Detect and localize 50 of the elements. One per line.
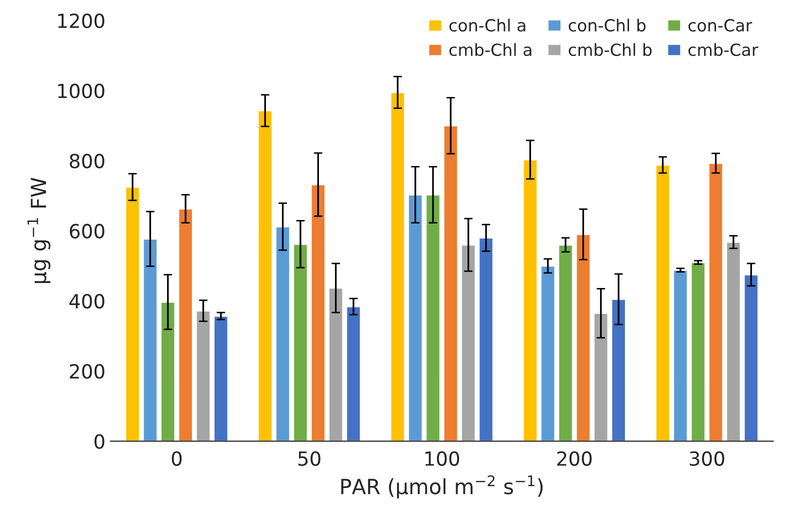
bar (346, 306, 362, 442)
x-tick-label: 50 (298, 451, 320, 466)
x-tick-label: 100 (425, 451, 460, 466)
bar (672, 269, 688, 442)
y-tick-label: 1200 (58, 13, 104, 28)
y-tick-label: 800 (70, 154, 104, 168)
y-tick-label: 400 (69, 294, 104, 309)
legend-label: con-Car (688, 18, 752, 32)
bar (522, 158, 538, 442)
legend-label: cmb-Car (688, 43, 758, 56)
x-axis-title: PAR (μmol m$^{−2}$ s$^{−1}$) (341, 475, 543, 498)
x-tick-label: 300 (690, 451, 724, 466)
bar (195, 310, 212, 442)
bar (160, 301, 176, 442)
y-tick-label: 200 (70, 364, 104, 379)
bar (124, 186, 140, 442)
bar (610, 298, 626, 442)
bar (558, 244, 574, 442)
bar (328, 287, 344, 442)
bar (408, 194, 424, 442)
bar (275, 226, 291, 442)
bar (540, 265, 556, 442)
legend-label: cmb-Chl b (568, 43, 652, 56)
bar (425, 194, 441, 442)
legend-label: con-Chl a (449, 18, 526, 32)
x-tick-label: 200 (557, 451, 592, 466)
bar (142, 238, 158, 442)
y-axis-title: μg g$^{−1}$ FW (27, 178, 50, 284)
bar (708, 162, 724, 442)
bar (575, 234, 591, 442)
bar (743, 274, 759, 442)
bar (593, 312, 609, 442)
bar (178, 208, 194, 442)
bar (478, 237, 494, 442)
x-tick-label: 0 (172, 451, 182, 466)
y-tick-label: 0 (94, 434, 104, 449)
bar (213, 315, 229, 442)
bar (310, 184, 326, 442)
legend-label: cmb-Chl a (449, 43, 532, 56)
bar (654, 164, 671, 442)
y-tick-label: 600 (70, 224, 104, 239)
bar (726, 241, 742, 442)
legend-label: con-Chl b (568, 18, 646, 32)
bar (442, 124, 458, 442)
bar (390, 92, 406, 442)
bar (292, 243, 308, 442)
y-tick-label: 1000 (58, 84, 104, 98)
bar (460, 244, 476, 442)
bar (690, 262, 706, 442)
bar (257, 110, 273, 442)
